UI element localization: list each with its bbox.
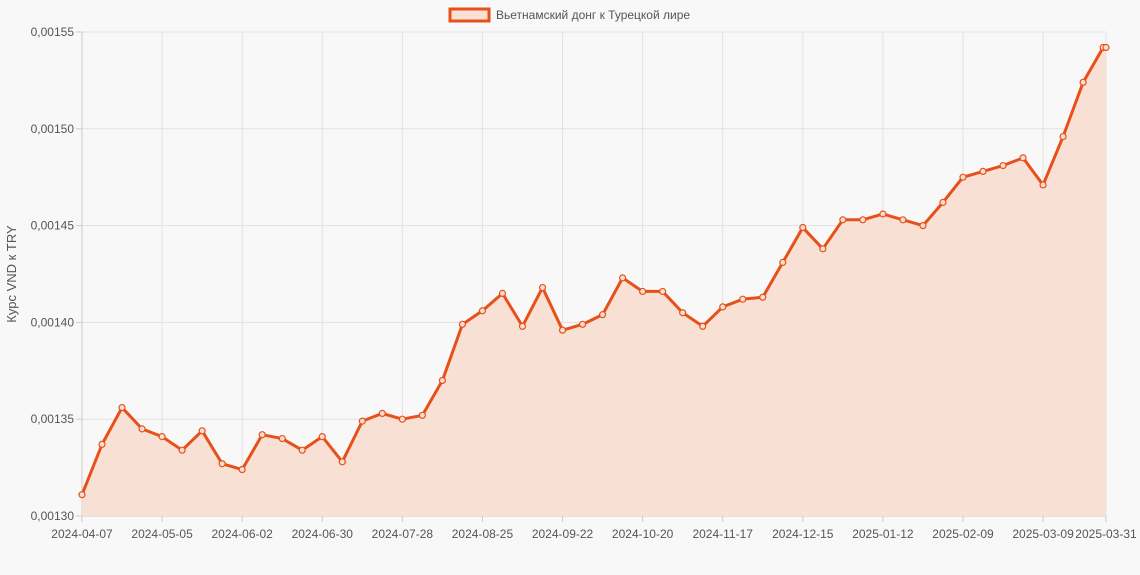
data-point [799, 223, 807, 232]
x-tick-label: 2024-11-17 [692, 527, 753, 541]
data-point [198, 427, 206, 435]
data-point [859, 216, 867, 224]
series-area-fill [82, 47, 1106, 517]
data-point [138, 425, 146, 433]
data-point [538, 283, 547, 292]
x-tick-label: 2024-12-15 [772, 527, 834, 541]
data-point [899, 216, 907, 224]
x-tick-label: 2024-06-02 [211, 527, 273, 541]
data-point [679, 309, 687, 317]
data-point [919, 222, 927, 230]
data-point [458, 320, 467, 328]
y-tick-label: 0,00145 [31, 219, 75, 233]
legend-label: Вьетнамский донг к Турецкой лире [496, 8, 690, 22]
data-point [278, 434, 286, 443]
data-point [1039, 181, 1047, 189]
data-point [1059, 132, 1067, 141]
x-tick-label: 2024-06-30 [292, 527, 354, 541]
y-tick-label: 0,00155 [31, 25, 75, 39]
x-tick-label: 2024-09-22 [532, 527, 594, 541]
data-point [999, 161, 1007, 170]
data-point [699, 322, 707, 330]
data-point [258, 431, 266, 439]
data-point [418, 411, 426, 419]
legend-swatch [448, 7, 491, 23]
data-point [498, 289, 507, 297]
data-point [719, 303, 727, 311]
x-tick-label: 2024-05-05 [131, 527, 193, 541]
x-tick-label: 2025-02-09 [932, 527, 994, 541]
data-point [939, 198, 947, 206]
data-point [879, 210, 887, 218]
x-tick-label: 2024-04-07 [51, 527, 113, 541]
data-point [338, 458, 346, 466]
data-point [759, 293, 767, 301]
data-point [979, 167, 987, 175]
x-tick-label: 2024-07-28 [372, 527, 434, 541]
y-axis-title: Курс VND к TRY [4, 225, 19, 323]
data-point [378, 409, 386, 417]
data-point [1079, 78, 1087, 86]
data-point [98, 440, 106, 448]
y-tick-label: 0,00135 [31, 412, 75, 426]
data-point [779, 258, 787, 266]
data-point [959, 173, 967, 181]
data-point [659, 287, 667, 296]
data-point [598, 311, 607, 319]
data-point [1019, 154, 1027, 162]
legend[interactable]: Вьетнамский донг к Турецкой лире [448, 7, 690, 23]
x-tick-label: 2024-08-25 [452, 527, 514, 541]
data-point [158, 433, 166, 441]
data-point [438, 376, 447, 385]
series-layer [78, 43, 1110, 517]
data-point [118, 403, 126, 412]
y-tick-label: 0,00140 [31, 315, 75, 329]
data-point [619, 274, 627, 282]
data-point [558, 326, 567, 334]
data-point [819, 245, 827, 253]
x-tick-label: 2025-01-12 [852, 527, 914, 541]
data-point [839, 216, 847, 224]
data-point [1102, 43, 1110, 52]
y-tick-label: 0,00130 [31, 509, 75, 523]
data-point [639, 287, 647, 296]
data-point [318, 433, 326, 441]
x-tick-label: 2024-10-20 [612, 527, 674, 541]
data-point [478, 307, 487, 315]
data-point [298, 446, 306, 454]
y-tick-label: 0,00150 [31, 122, 75, 136]
data-point [218, 460, 226, 468]
data-point [78, 491, 86, 499]
x-tick-label: 2025-03-31 [1075, 527, 1137, 541]
data-point [578, 320, 587, 328]
data-point [518, 322, 527, 330]
data-point [739, 295, 747, 303]
data-point [358, 417, 366, 425]
data-point [398, 415, 406, 423]
x-tick-label: 2025-03-09 [1012, 527, 1074, 541]
data-point [238, 465, 246, 474]
data-point [178, 446, 186, 454]
